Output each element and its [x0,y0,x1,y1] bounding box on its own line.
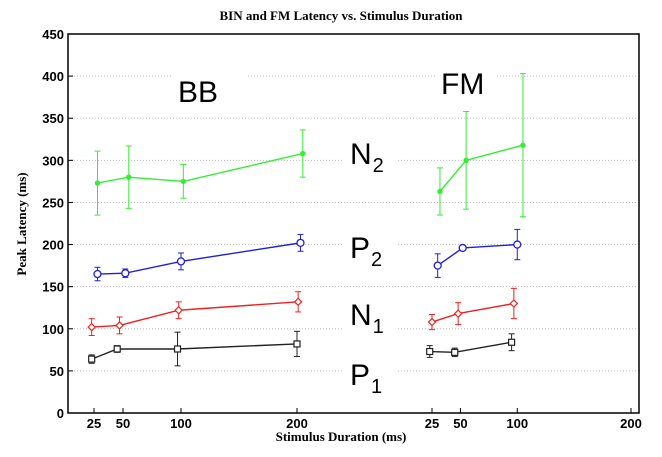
data-point [520,142,526,148]
data-point [458,243,467,253]
annotation-bg [344,293,396,337]
annotation-subscript: 1 [373,316,384,338]
data-point [453,309,463,318]
data-point [87,322,97,332]
x-tick-label: 200 [620,416,642,431]
annotation-bg [344,226,396,270]
annotation-label: P2 [350,232,382,271]
annotation-subscript: 2 [371,249,382,271]
x-tick-label: 100 [506,416,528,431]
data-point [126,174,132,180]
series-fm-n2 [436,73,526,218]
data-point [293,340,301,348]
series-line [437,243,518,267]
annotation-bg [172,70,248,116]
series-bb-n2 [94,129,306,216]
series-line [91,301,299,328]
annotation-bg [435,62,497,104]
annotation-main-text: BB [178,76,218,109]
annotation-main-text: P [350,359,370,392]
series-line [97,152,303,184]
x-tick-label: 25 [87,416,101,431]
x-tick-label: 100 [170,416,192,431]
annotation-main-text: N [350,299,372,332]
y-axis-label: Peak Latency (ms) [14,172,29,275]
annotation-label: P1 [350,359,382,398]
chart-title: BIN and FM Latency vs. Stimulus Duration [219,8,463,23]
data-point [427,317,437,327]
annotation-main-text: N [350,138,372,171]
data-point [180,178,187,185]
series-bb-p2 [93,233,305,282]
series-line [431,302,514,323]
y-tick-label: 250 [42,195,64,210]
y-axis: 0 50 100 150 200 250 300 350 400 450 [42,27,73,421]
annotation-label: FM [441,68,484,101]
data-point [300,150,306,157]
data-point [463,157,469,164]
data-point [513,240,522,249]
series-fm-p1 [426,333,516,358]
x-tick-label: 50 [116,416,130,431]
series-bb-n1 [87,291,303,337]
data-point [176,257,186,266]
annotation-label: N2 [350,138,384,177]
data-point [93,269,102,279]
data-point [121,269,130,278]
annotation-subscript: 1 [371,376,382,398]
annotation-label: BB [178,76,218,109]
annotation-main-text: FM [441,68,484,101]
data-point [293,297,303,307]
plot-area-frame [67,33,640,414]
y-tick-label: 100 [42,322,64,337]
x-axis: 25 50 100 200 25 50 100 200 [87,408,642,431]
annotation-bg [344,132,396,176]
y-tick-label: 300 [42,153,64,168]
series-line [429,341,512,354]
series-group [87,73,526,367]
data-point [433,261,442,270]
series-line [97,242,301,275]
annotation-label: N1 [350,299,384,338]
x-tick-label: 50 [453,416,467,431]
data-point [509,299,519,308]
series-line [439,144,524,192]
data-point [437,188,443,195]
data-point [426,347,434,356]
x-tick-label: 25 [425,416,439,431]
y-tick-label: 0 [57,406,64,421]
data-point [113,345,121,353]
annotation-main-text: P [350,232,370,265]
data-point [115,321,124,330]
data-point [508,338,516,346]
annotation-subscript: 2 [373,155,384,177]
series-line [91,343,298,360]
data-point [173,345,182,353]
series-fm-p2 [433,228,522,278]
y-tick-label: 50 [50,364,64,379]
annotation-bg [344,353,396,397]
data-point [88,355,96,363]
data-point [94,180,101,186]
data-point [296,238,305,248]
data-point [451,348,459,356]
data-point [174,305,184,315]
x-tick-label: 200 [286,416,308,431]
series-bb-p1 [88,330,301,367]
y-tick-label: 400 [42,69,64,84]
series-fm-n1 [427,287,519,331]
y-tick-label: 350 [42,111,64,126]
x-axis-label: Stimulus Duration (ms) [276,429,407,444]
y-tick-label: 200 [42,238,64,253]
y-tick-label: 150 [42,280,64,295]
y-tick-label: 450 [42,27,64,42]
